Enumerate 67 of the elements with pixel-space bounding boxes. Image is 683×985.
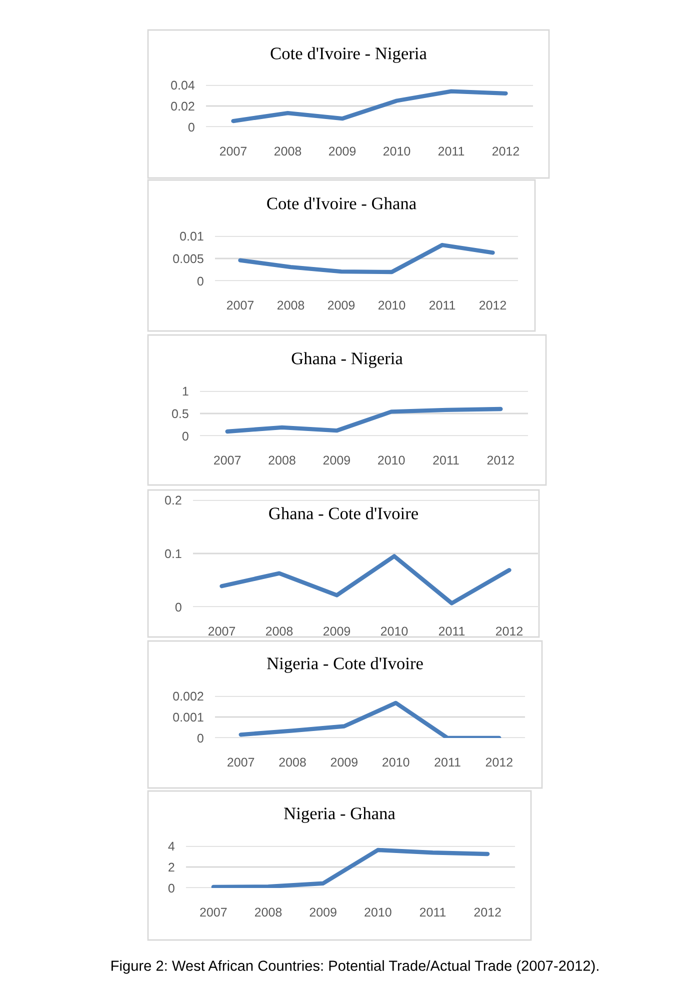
chart-title: Ghana - Nigeria bbox=[292, 352, 403, 368]
y-tick-label: 0 bbox=[182, 432, 188, 441]
line-series bbox=[220, 554, 512, 606]
chart-title: Nigeria - Ghana bbox=[284, 807, 396, 823]
y-tick-label: 2 bbox=[168, 862, 174, 872]
y-tick-label: 0.002 bbox=[173, 692, 204, 701]
caption: Figure 2: West African Countries: Potential Trade/Actual Trade (2007-2012). bbox=[112, 960, 598, 974]
x-tick-label: 2011 bbox=[420, 908, 446, 917]
line-series bbox=[225, 406, 503, 434]
y-tick-label: 0.001 bbox=[173, 712, 204, 722]
y-tick-label: 0 bbox=[168, 884, 174, 893]
x-tick-label: 2008 bbox=[279, 758, 306, 767]
line-series bbox=[238, 242, 495, 274]
y-tick-label: 1 bbox=[182, 386, 188, 396]
x-tick-label: 2008 bbox=[266, 626, 293, 636]
line-series bbox=[238, 700, 502, 738]
x-tick-label: 2008 bbox=[277, 300, 304, 310]
y-tick-label: 0.01 bbox=[180, 232, 204, 241]
y-tick-label: 0.04 bbox=[171, 80, 195, 90]
x-tick-label: 2012 bbox=[492, 146, 520, 156]
chart-title: Cote d'Ivoire - Nigeria bbox=[270, 47, 427, 63]
x-tick-label: 2009 bbox=[323, 626, 350, 636]
line-series bbox=[231, 89, 508, 124]
x-tick-label: 2008 bbox=[254, 908, 282, 917]
y-tick-label: 0.02 bbox=[171, 102, 194, 111]
x-tick-label: 2007 bbox=[200, 908, 227, 917]
y-tick-label: 4 bbox=[168, 842, 175, 851]
y-tick-label: 0.2 bbox=[165, 496, 182, 505]
x-tick-label: 2012 bbox=[486, 758, 512, 767]
x-tick-label: 2009 bbox=[328, 300, 355, 310]
x-tick-label: 2011 bbox=[438, 626, 465, 636]
x-tick-label: 2007 bbox=[208, 626, 236, 636]
x-tick-label: 2007 bbox=[226, 300, 254, 310]
y-tick-label: 0.1 bbox=[165, 549, 182, 558]
y-tick-label: 0 bbox=[197, 734, 204, 743]
x-tick-label: 2011 bbox=[429, 300, 456, 310]
x-tick-label: 2008 bbox=[268, 456, 296, 465]
x-tick-label: 2011 bbox=[433, 456, 459, 465]
x-tick-label: 2007 bbox=[214, 456, 241, 465]
x-tick-label: 2007 bbox=[228, 758, 254, 767]
chart-title: Cote d'Ivoire - Ghana bbox=[267, 197, 416, 210]
x-tick-label: 2010 bbox=[383, 146, 410, 156]
x-tick-label: 2009 bbox=[323, 456, 350, 465]
x-tick-label: 2009 bbox=[310, 908, 336, 917]
x-tick-label: 2009 bbox=[328, 146, 356, 156]
x-tick-label: 2011 bbox=[434, 758, 460, 767]
y-tick-label: 0 bbox=[188, 122, 194, 132]
line-series bbox=[211, 848, 490, 888]
x-tick-label: 2011 bbox=[438, 146, 464, 156]
x-tick-label: 2012 bbox=[496, 626, 523, 636]
x-tick-label: 2010 bbox=[380, 626, 408, 636]
x-tick-label: 2012 bbox=[474, 908, 501, 917]
x-tick-label: 2010 bbox=[382, 758, 410, 767]
x-tick-label: 2007 bbox=[220, 146, 247, 156]
y-tick-label: 0 bbox=[175, 602, 182, 612]
chart-title: Nigeria - Cote d'Ivoire bbox=[267, 657, 423, 673]
x-tick-label: 2008 bbox=[274, 146, 302, 156]
y-tick-label: 0.5 bbox=[172, 409, 188, 418]
x-tick-label: 2012 bbox=[487, 456, 514, 465]
chart-title: Ghana - Cote d'Ivoire bbox=[269, 507, 418, 520]
x-tick-label: 2010 bbox=[378, 456, 405, 465]
x-tick-label: 2010 bbox=[364, 908, 392, 917]
y-tick-label: 0.005 bbox=[173, 254, 204, 264]
x-tick-label: 2012 bbox=[479, 300, 506, 310]
y-tick-label: 0 bbox=[197, 276, 204, 286]
x-tick-label: 2009 bbox=[330, 758, 358, 767]
x-tick-label: 2010 bbox=[378, 300, 406, 310]
